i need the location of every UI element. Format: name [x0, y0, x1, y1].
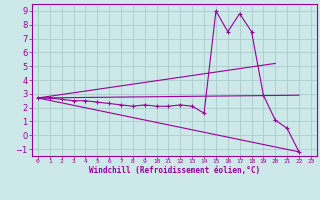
X-axis label: Windchill (Refroidissement éolien,°C): Windchill (Refroidissement éolien,°C): [89, 166, 260, 175]
